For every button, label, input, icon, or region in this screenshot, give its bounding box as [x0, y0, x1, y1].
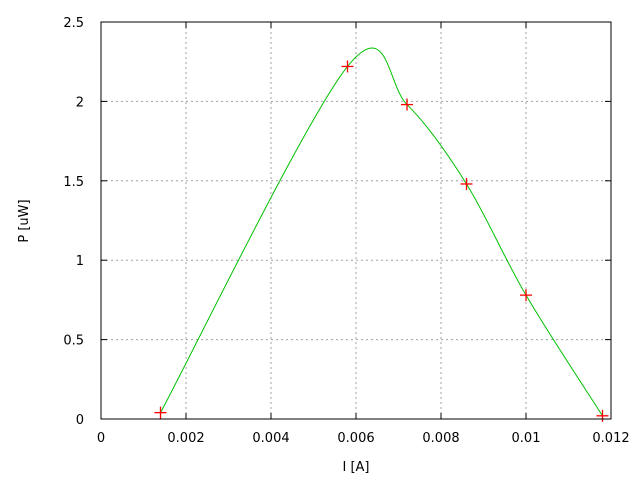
y-tick-label: 2.5: [63, 16, 84, 31]
x-tick-label: 0: [97, 431, 105, 446]
y-tick-label: 1: [76, 254, 84, 269]
x-tick-label: 0.006: [337, 431, 374, 446]
y-tick-label: 0: [76, 413, 84, 428]
ticks: 0 0.002 0.004 0.006 0.008 0.01 0.012 0 0.5 1 1.5 2 2…: [63, 16, 629, 446]
data-point: [596, 409, 609, 422]
x-tick-label: 0.01: [512, 431, 541, 446]
x-tick-label: 0.012: [592, 431, 629, 446]
data-points: [154, 60, 609, 422]
grid: [101, 22, 611, 419]
data-point: [401, 98, 413, 111]
data-point: [520, 289, 532, 302]
y-tick-label: 2: [76, 95, 84, 110]
x-tick-label: 0.008: [422, 431, 459, 446]
data-point: [460, 177, 473, 190]
x-tick-label: 0.004: [252, 431, 289, 446]
y-tick-label: 1.5: [63, 175, 84, 190]
y-axis-label: P [uW]: [17, 199, 32, 242]
x-axis-label: I [A]: [342, 460, 369, 475]
x-tick-label: 0.002: [167, 431, 204, 446]
fit-curve: [160, 47, 603, 417]
plot-frame: [100, 21, 612, 420]
data-point: [154, 406, 167, 419]
data-point: [341, 60, 354, 73]
y-tick-label: 0.5: [63, 334, 84, 349]
